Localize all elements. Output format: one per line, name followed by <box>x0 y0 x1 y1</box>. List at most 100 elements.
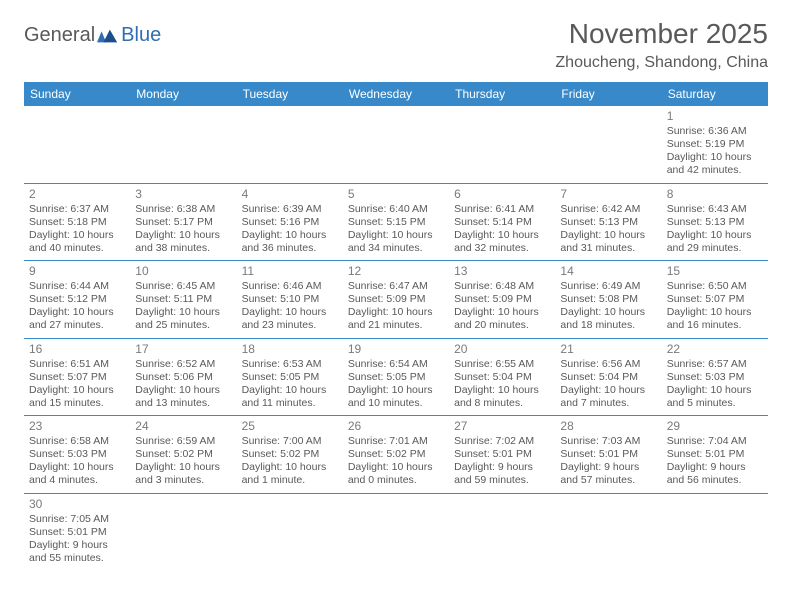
calendar-cell: 19Sunrise: 6:54 AMSunset: 5:05 PMDayligh… <box>343 338 449 416</box>
day-info: Sunrise: 6:41 AMSunset: 5:14 PMDaylight:… <box>454 203 550 256</box>
day-info: Sunrise: 6:49 AMSunset: 5:08 PMDaylight:… <box>560 280 656 333</box>
day2-text: and 27 minutes. <box>29 319 125 332</box>
day-info: Sunrise: 6:36 AMSunset: 5:19 PMDaylight:… <box>667 125 763 178</box>
calendar-cell <box>449 493 555 570</box>
day-info: Sunrise: 6:47 AMSunset: 5:09 PMDaylight:… <box>348 280 444 333</box>
day1-text: Daylight: 10 hours <box>29 384 125 397</box>
day-number: 4 <box>242 187 338 202</box>
sunrise-text: Sunrise: 6:51 AM <box>29 358 125 371</box>
day-info: Sunrise: 6:39 AMSunset: 5:16 PMDaylight:… <box>242 203 338 256</box>
day2-text: and 0 minutes. <box>348 474 444 487</box>
calendar-cell: 10Sunrise: 6:45 AMSunset: 5:11 PMDayligh… <box>130 261 236 339</box>
day1-text: Daylight: 10 hours <box>242 384 338 397</box>
sunrise-text: Sunrise: 6:45 AM <box>135 280 231 293</box>
day2-text: and 57 minutes. <box>560 474 656 487</box>
day-info: Sunrise: 7:05 AMSunset: 5:01 PMDaylight:… <box>29 513 125 566</box>
sunset-text: Sunset: 5:12 PM <box>29 293 125 306</box>
day1-text: Daylight: 10 hours <box>135 461 231 474</box>
sunrise-text: Sunrise: 6:43 AM <box>667 203 763 216</box>
sunset-text: Sunset: 5:11 PM <box>135 293 231 306</box>
day-number: 21 <box>560 342 656 357</box>
day-info: Sunrise: 6:59 AMSunset: 5:02 PMDaylight:… <box>135 435 231 488</box>
day2-text: and 21 minutes. <box>348 319 444 332</box>
day-info: Sunrise: 6:58 AMSunset: 5:03 PMDaylight:… <box>29 435 125 488</box>
calendar-cell: 16Sunrise: 6:51 AMSunset: 5:07 PMDayligh… <box>24 338 130 416</box>
sunrise-text: Sunrise: 7:02 AM <box>454 435 550 448</box>
day1-text: Daylight: 10 hours <box>348 229 444 242</box>
sunrise-text: Sunrise: 6:54 AM <box>348 358 444 371</box>
day-number: 9 <box>29 264 125 279</box>
sunset-text: Sunset: 5:05 PM <box>348 371 444 384</box>
sunrise-text: Sunrise: 6:40 AM <box>348 203 444 216</box>
calendar-cell: 12Sunrise: 6:47 AMSunset: 5:09 PMDayligh… <box>343 261 449 339</box>
day-number: 24 <box>135 419 231 434</box>
calendar-cell <box>130 106 236 183</box>
day-info: Sunrise: 6:42 AMSunset: 5:13 PMDaylight:… <box>560 203 656 256</box>
day1-text: Daylight: 10 hours <box>242 229 338 242</box>
sunrise-text: Sunrise: 6:50 AM <box>667 280 763 293</box>
sunset-text: Sunset: 5:02 PM <box>348 448 444 461</box>
calendar-cell: 2Sunrise: 6:37 AMSunset: 5:18 PMDaylight… <box>24 183 130 261</box>
day-header: Thursday <box>449 82 555 106</box>
day1-text: Daylight: 10 hours <box>29 306 125 319</box>
sunset-text: Sunset: 5:03 PM <box>29 448 125 461</box>
day-number: 14 <box>560 264 656 279</box>
calendar-row: 30Sunrise: 7:05 AMSunset: 5:01 PMDayligh… <box>24 493 768 570</box>
day-number: 23 <box>29 419 125 434</box>
day2-text: and 38 minutes. <box>135 242 231 255</box>
day2-text: and 59 minutes. <box>454 474 550 487</box>
title-block: November 2025 Zhoucheng, Shandong, China <box>555 18 768 72</box>
day1-text: Daylight: 9 hours <box>454 461 550 474</box>
day-number: 8 <box>667 187 763 202</box>
calendar-cell: 30Sunrise: 7:05 AMSunset: 5:01 PMDayligh… <box>24 493 130 570</box>
calendar-cell: 9Sunrise: 6:44 AMSunset: 5:12 PMDaylight… <box>24 261 130 339</box>
calendar-cell: 15Sunrise: 6:50 AMSunset: 5:07 PMDayligh… <box>662 261 768 339</box>
day-info: Sunrise: 7:04 AMSunset: 5:01 PMDaylight:… <box>667 435 763 488</box>
calendar-cell <box>449 106 555 183</box>
location: Zhoucheng, Shandong, China <box>555 54 768 72</box>
sunrise-text: Sunrise: 6:38 AM <box>135 203 231 216</box>
day2-text: and 1 minute. <box>242 474 338 487</box>
sunrise-text: Sunrise: 6:36 AM <box>667 125 763 138</box>
day-info: Sunrise: 7:02 AMSunset: 5:01 PMDaylight:… <box>454 435 550 488</box>
sunrise-text: Sunrise: 6:56 AM <box>560 358 656 371</box>
day-info: Sunrise: 6:57 AMSunset: 5:03 PMDaylight:… <box>667 358 763 411</box>
day1-text: Daylight: 10 hours <box>560 384 656 397</box>
day1-text: Daylight: 10 hours <box>29 461 125 474</box>
calendar-cell: 28Sunrise: 7:03 AMSunset: 5:01 PMDayligh… <box>555 416 661 494</box>
calendar-row: 1Sunrise: 6:36 AMSunset: 5:19 PMDaylight… <box>24 106 768 183</box>
day-header-row: Sunday Monday Tuesday Wednesday Thursday… <box>24 82 768 106</box>
day-number: 30 <box>29 497 125 512</box>
day1-text: Daylight: 10 hours <box>29 229 125 242</box>
day2-text: and 42 minutes. <box>667 164 763 177</box>
sunset-text: Sunset: 5:15 PM <box>348 216 444 229</box>
sunset-text: Sunset: 5:09 PM <box>348 293 444 306</box>
calendar-cell: 3Sunrise: 6:38 AMSunset: 5:17 PMDaylight… <box>130 183 236 261</box>
calendar-cell: 23Sunrise: 6:58 AMSunset: 5:03 PMDayligh… <box>24 416 130 494</box>
header: General Blue November 2025 Zhoucheng, Sh… <box>24 18 768 72</box>
calendar-cell: 24Sunrise: 6:59 AMSunset: 5:02 PMDayligh… <box>130 416 236 494</box>
day2-text: and 11 minutes. <box>242 397 338 410</box>
day2-text: and 29 minutes. <box>667 242 763 255</box>
sunset-text: Sunset: 5:02 PM <box>242 448 338 461</box>
day2-text: and 10 minutes. <box>348 397 444 410</box>
day-header: Wednesday <box>343 82 449 106</box>
calendar-cell <box>237 493 343 570</box>
calendar-cell <box>555 106 661 183</box>
day-info: Sunrise: 6:52 AMSunset: 5:06 PMDaylight:… <box>135 358 231 411</box>
day-number: 15 <box>667 264 763 279</box>
day-header: Sunday <box>24 82 130 106</box>
day-info: Sunrise: 6:40 AMSunset: 5:15 PMDaylight:… <box>348 203 444 256</box>
day2-text: and 5 minutes. <box>667 397 763 410</box>
sunrise-text: Sunrise: 6:49 AM <box>560 280 656 293</box>
day-number: 18 <box>242 342 338 357</box>
sunset-text: Sunset: 5:09 PM <box>454 293 550 306</box>
sunrise-text: Sunrise: 7:00 AM <box>242 435 338 448</box>
day1-text: Daylight: 10 hours <box>242 306 338 319</box>
sunset-text: Sunset: 5:04 PM <box>454 371 550 384</box>
day-info: Sunrise: 6:45 AMSunset: 5:11 PMDaylight:… <box>135 280 231 333</box>
day-header: Monday <box>130 82 236 106</box>
day2-text: and 56 minutes. <box>667 474 763 487</box>
day-number: 11 <box>242 264 338 279</box>
day1-text: Daylight: 10 hours <box>667 151 763 164</box>
